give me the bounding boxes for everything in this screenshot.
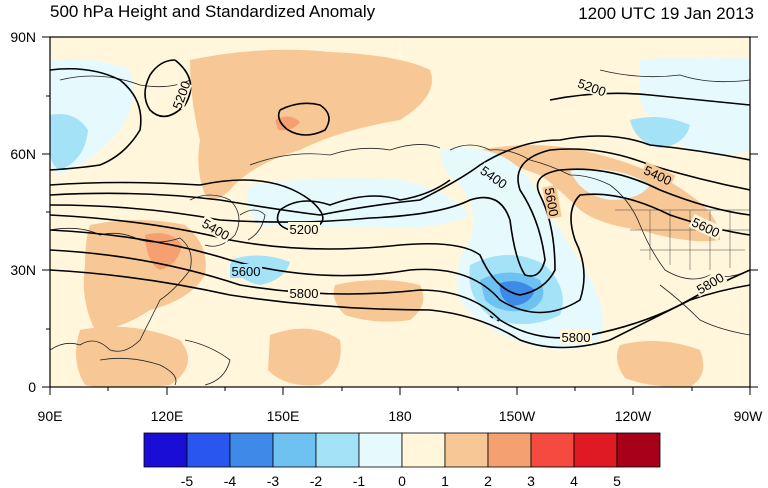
map-datetime: 1200 UTC 19 Jan 2013 (578, 4, 754, 23)
colorbar: -5 -4 -3 -2 -1 0 1 2 3 4 5 (143, 432, 661, 488)
lat-label-60n: 60N (10, 146, 36, 162)
negative-anomaly-canada-inner (630, 116, 690, 148)
korea-coastline (189, 194, 240, 247)
negative-anomaly-north-pacific (246, 178, 470, 229)
hawaii-islands (489, 315, 500, 322)
contour-5850 (50, 269, 750, 349)
colorbar-swatch (358, 432, 403, 468)
colorbar-swatch (573, 432, 618, 468)
contour-label-bg (169, 80, 193, 110)
anomaly-shading (50, 37, 750, 387)
colorbar-swatch (272, 432, 317, 468)
contour-label-bg (574, 74, 610, 100)
contour-label-bg (198, 214, 234, 244)
lat-label-30n: 30N (10, 262, 36, 278)
colorbar-swatch (487, 432, 532, 468)
contour-label-5800-mid: 5800 (562, 330, 591, 345)
colorbar-label: -2 (310, 473, 323, 488)
positive-anomaly-siberia (190, 49, 432, 199)
colorbar-swatch (186, 432, 231, 468)
contour-5700 (50, 193, 750, 314)
contour-label-bg (476, 162, 512, 192)
lat-label-90n: 90N (10, 29, 36, 45)
positive-anomaly-central-pacific (333, 280, 424, 322)
us-state-borders-vertical (649, 210, 731, 270)
height-contours (50, 59, 750, 349)
lon-label-120w: 120W (615, 408, 652, 424)
contour-label-bg (692, 268, 728, 298)
contour-label-bg (640, 161, 676, 189)
lat-label-0: 0 (28, 379, 36, 395)
arctic-siberia-coastline (59, 75, 191, 88)
contour-label-bg (288, 286, 320, 300)
contour-5400-loop (50, 148, 750, 277)
positive-anomaly-west-pacific (268, 328, 341, 386)
colorbar-swatch (229, 432, 274, 468)
colorbar-label: -5 (181, 473, 194, 488)
siberia-coastline (249, 144, 441, 166)
lon-label-150e: 150E (267, 408, 300, 424)
contour-5200-east (549, 92, 750, 106)
colorbar-label: -4 (224, 473, 237, 488)
colorbar-label: 3 (527, 473, 535, 488)
coastlines (50, 69, 750, 386)
colorbar-swatch (315, 432, 360, 468)
colorbar-label: 1 (441, 473, 449, 488)
contour-label-bg (560, 330, 592, 344)
contour-label-bg (688, 213, 724, 241)
contour-5200-west (144, 59, 192, 118)
arctic-canada-coastline (599, 69, 750, 83)
lon-label-120e: 120E (151, 408, 184, 424)
new-guinea-coastline (184, 339, 231, 386)
colorbar-swatch (401, 432, 446, 468)
contour-5200-arctic-loop (50, 67, 142, 171)
contour-5400 (50, 135, 750, 216)
map-title: 500 hPa Height and Standardized Anomaly (50, 2, 376, 21)
positive-anomaly-east-pacific (616, 340, 704, 387)
contour-label-bg (288, 222, 320, 236)
contour-label-5800-west: 5800 (290, 286, 319, 301)
asia-coastline (50, 227, 192, 352)
contour-label-5600-west: 5600 (232, 264, 261, 279)
colorbar-label: -3 (267, 473, 280, 488)
colorbar-label: 2 (484, 473, 492, 488)
colorbar-swatch (530, 432, 575, 468)
colorbar-swatch (143, 432, 188, 468)
colorbar-swatch (444, 432, 489, 468)
longitude-labels: 90E 120E 150E 180 150W 120W 90W (38, 408, 764, 424)
alaska-coastline (449, 144, 611, 186)
axis-ticks (42, 36, 758, 395)
contour-label-5600-mid: 5600 (542, 187, 562, 218)
negative-anomaly-gulf-alaska (570, 169, 650, 200)
negative-anomaly-low-core (499, 281, 535, 306)
positive-anomaly-siberia-core (275, 116, 300, 131)
negative-anomaly-arctic-west-inner (50, 114, 88, 170)
contour-label-5200-pacific: 5200 (290, 222, 319, 237)
lon-label-180: 180 (388, 408, 412, 424)
colorbar-label: 5 (613, 473, 621, 488)
colorbar-label: 0 (398, 473, 406, 488)
lon-label-150w: 150W (499, 408, 536, 424)
lon-label-90e: 90E (38, 408, 63, 424)
contour-label-bg (230, 264, 262, 278)
colorbar-label: -1 (353, 473, 366, 488)
lon-label-90w: 90W (734, 408, 764, 424)
borneo-coastline (99, 357, 177, 386)
contour-label-bg (542, 185, 562, 219)
positive-anomaly-indonesia (76, 326, 188, 387)
colorbar-label: 4 (570, 473, 578, 488)
mexico-coastline (659, 284, 750, 336)
latitude-labels: 90N 60N 30N 0 (10, 29, 36, 395)
contour-5600 (50, 168, 750, 296)
colorbar-swatch (616, 432, 661, 468)
japan-coastline (239, 209, 266, 241)
contour-5200-siberia-low (277, 102, 330, 136)
